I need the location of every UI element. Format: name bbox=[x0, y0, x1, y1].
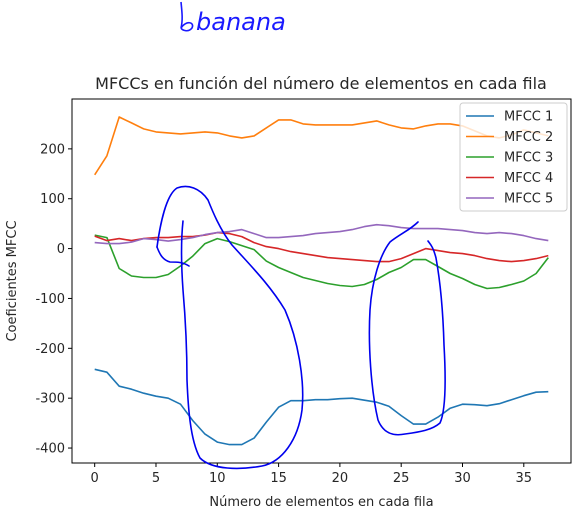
y-tick-label: 0 bbox=[57, 242, 65, 257]
y-tick-label: -200 bbox=[35, 342, 65, 357]
y-tick-label: 100 bbox=[40, 192, 65, 207]
legend-entry: MFCC 5 bbox=[504, 192, 553, 207]
plot-frame bbox=[71, 98, 572, 464]
x-tick-label: 20 bbox=[332, 471, 349, 486]
legend: MFCC 1 MFCC 2 MFCC 3 MFCC 4 MFCC 5 bbox=[459, 102, 568, 212]
x-tick-label: 5 bbox=[152, 471, 160, 486]
scribble-loop-right bbox=[368, 221, 446, 436]
chart-title: MFCCs en función del número de elementos… bbox=[95, 74, 547, 93]
series-layer bbox=[94, 116, 549, 446]
legend-entry: MFCC 2 bbox=[504, 130, 553, 145]
series-line-1 bbox=[94, 368, 549, 446]
y-tick-label: -300 bbox=[35, 392, 65, 407]
x-tick-label: 15 bbox=[270, 471, 287, 486]
legend-entry: MFCC 1 bbox=[504, 110, 553, 125]
y-tick-label: -400 bbox=[35, 442, 65, 457]
series-line-5 bbox=[94, 223, 549, 245]
x-tick-label: 25 bbox=[393, 471, 410, 486]
x-tick-label: 10 bbox=[209, 471, 226, 486]
series-line-4 bbox=[94, 231, 549, 263]
y-tick-label: 200 bbox=[40, 142, 65, 157]
y-axis-label: Coeficientes MFCC bbox=[5, 220, 20, 341]
x-tick-label: 35 bbox=[516, 471, 533, 486]
scribble-loop-left bbox=[156, 185, 304, 470]
handwritten-note: banana bbox=[180, 1, 286, 36]
handwritten-note-text: banana bbox=[196, 8, 286, 36]
axes-layer: 0 5 10 15 20 25 30 35 -400 -300 -200 -100 0 100 200 Núm… bbox=[5, 98, 572, 510]
legend-box bbox=[459, 102, 568, 212]
y-tick-label: -100 bbox=[35, 292, 65, 307]
legend-entry: MFCC 3 bbox=[504, 151, 553, 166]
x-axis-label: Número de elementos en cada fila bbox=[209, 495, 433, 510]
x-tick-label: 30 bbox=[454, 471, 471, 486]
legend-entry: MFCC 4 bbox=[504, 171, 553, 186]
series-line-3 bbox=[94, 234, 549, 290]
x-tick-label: 0 bbox=[91, 471, 99, 486]
handwritten-strokes bbox=[156, 185, 446, 470]
scribble-hook-left bbox=[156, 246, 190, 267]
